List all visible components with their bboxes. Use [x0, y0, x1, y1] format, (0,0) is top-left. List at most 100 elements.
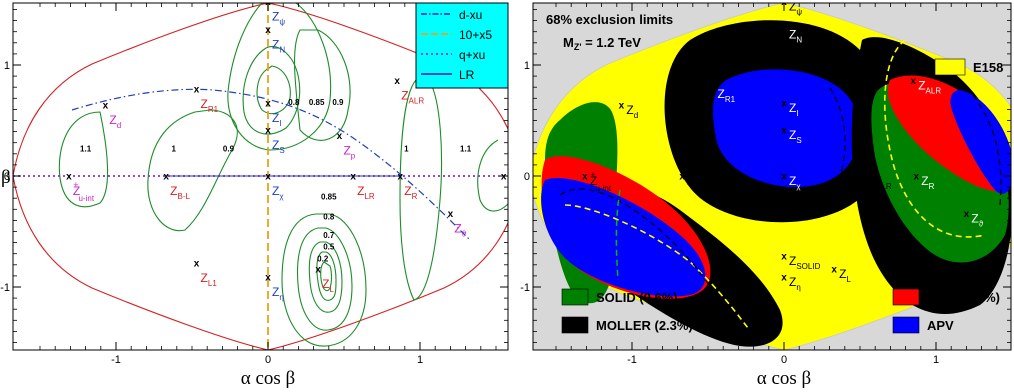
- model-marker: x: [964, 209, 970, 220]
- model-label-R: ZR: [404, 184, 417, 201]
- model-marker: x: [66, 172, 72, 183]
- model-label-I: ZI: [272, 111, 282, 128]
- model-marker: x: [866, 172, 872, 183]
- model-marker: x: [781, 126, 787, 137]
- dashed-green-contour: [615, 189, 621, 281]
- legend-label-3: LR: [459, 68, 475, 82]
- model-label-p: Zp: [343, 144, 355, 161]
- model-label-N: ZN: [789, 28, 802, 45]
- right-xtick-label: 0: [781, 354, 787, 366]
- legend-label-0: E158: [973, 60, 1003, 75]
- legend-entry-3: LR: [421, 68, 475, 82]
- model-point-S: xZS: [265, 126, 284, 156]
- legend-swatch-1: [561, 288, 589, 306]
- model-marker: x: [619, 100, 625, 111]
- model-label-SOLID: ZSOLID: [789, 254, 821, 271]
- contour-label: 0.85: [309, 98, 325, 107]
- model-point-chi: xZχ: [265, 172, 284, 202]
- legend-entry-1: SOLID (0.6%): [561, 288, 678, 306]
- left-ytick-label: 1: [4, 60, 10, 72]
- left-xtick-label: -1: [111, 354, 121, 366]
- contour-label: 0.7: [323, 231, 335, 240]
- model-marker: x: [265, 172, 271, 183]
- model-marker: x: [163, 172, 169, 183]
- legend-swatch-4: [892, 316, 920, 334]
- model-point-SOLID: x ZSOLID: [781, 251, 820, 271]
- contour-label: 1: [172, 145, 177, 154]
- left-panel: 1.110.90.80.850.90.850.80.70.50.211.1 xZ…: [0, 2, 521, 389]
- model-label-L1: ZL1: [718, 261, 735, 278]
- contour-label: 0.9: [223, 145, 235, 154]
- model-label-chi: Zχ: [272, 184, 284, 201]
- contour-right-mid: [399, 79, 443, 301]
- contour-lines: [58, 3, 508, 347]
- right-legend: E158 SOLID (0.6%) MOLLER (2.3%) Qweak (4%) A…: [561, 58, 1003, 334]
- legend-entry-4: APV: [892, 316, 954, 334]
- model-label-d: Zd: [109, 113, 121, 130]
- model-label-S: ZS: [789, 128, 802, 145]
- contour-lower-4: [316, 251, 337, 301]
- contour-label: 0.8: [288, 98, 300, 107]
- legend-label-3: Qweak (4%): [927, 290, 1000, 305]
- model-marker: x: [781, 25, 787, 36]
- model-label-LR: ZLR: [357, 184, 375, 201]
- model-point-uint: xZ+u-int: [66, 172, 95, 204]
- apv-region-right: [950, 90, 1011, 194]
- left-y-axis-label: β: [1, 167, 11, 188]
- contour-lower-1: [281, 213, 367, 347]
- model-label-Y: ZY: [508, 184, 521, 201]
- legend-label-1: SOLID (0.6%): [596, 290, 678, 305]
- mass-subscript: Z': [574, 42, 582, 52]
- contour-label: 1: [404, 145, 409, 154]
- right-panel: xZψxZNxZIxZSxZχxZηxZSOLIDxZR1xZdxZ+u-int…: [520, 2, 1012, 389]
- left-axis-ticks: -1 0 1 1 0 -1: [0, 3, 508, 366]
- dashed-contour-right-inner: [959, 79, 1002, 206]
- model-marker: x: [194, 84, 200, 95]
- dashed-contour-left-upper: [559, 188, 713, 291]
- model-point-eta: xZη: [265, 273, 284, 303]
- model-label-LR: ZLR: [874, 174, 892, 191]
- contour-label: 1.1: [80, 145, 92, 154]
- model-label-L: ZL: [839, 267, 851, 284]
- contour-label: 0.5: [323, 242, 335, 251]
- model-label-R1: ZR1: [718, 87, 736, 104]
- right-title-line1: 68% exclusion limits: [546, 12, 673, 27]
- model-points: xZψxZNxZIxZSxZχxZηxZR1xZdxZ+u-intxZB-LxZ…: [66, 3, 521, 303]
- model-marker: x: [710, 84, 716, 95]
- left-ytick-label: 0: [4, 171, 10, 183]
- model-marker: x: [913, 172, 919, 183]
- legend-entry-1: 10+x5: [421, 28, 492, 42]
- legend-entry-2: MOLLER (2.3%): [561, 316, 693, 334]
- contour-label: 0.85: [321, 192, 337, 201]
- model-point-p: xZp: [337, 131, 356, 161]
- mass-symbol: M: [563, 35, 574, 50]
- model-label-BL: ZB-L: [687, 174, 707, 191]
- legend-entry-2: q+xu: [421, 48, 485, 62]
- left-xtick-label: 1: [417, 354, 423, 366]
- legend-label-2: q+xu: [459, 48, 485, 62]
- model-marker: x: [394, 76, 400, 87]
- legend-swatch-0: [934, 58, 966, 76]
- model-label-eta: Zη: [789, 275, 801, 292]
- model-label-eta: Zη: [272, 285, 284, 302]
- model-marker: x: [265, 273, 271, 284]
- contour-upper-outer: [227, 3, 332, 151]
- model-label-p: Zp: [860, 134, 872, 151]
- model-marker: x: [265, 25, 271, 36]
- right-ytick-label: 0: [524, 171, 530, 183]
- model-point-I: xZI: [265, 98, 281, 128]
- dashed-contour-center: [829, 87, 846, 197]
- model-label-R1: ZR1: [201, 97, 219, 114]
